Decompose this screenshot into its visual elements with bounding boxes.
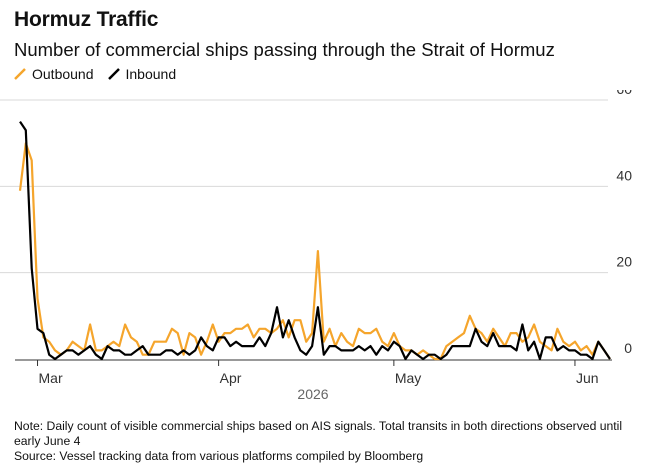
x-tick-label: Jun [576, 370, 599, 386]
line-chart: 0 20 40 60 Mar Apr May Jun 2026 [0, 90, 632, 402]
y-tick-label: 0 [624, 340, 632, 356]
y-tick-label: 60 [616, 90, 632, 97]
chart-title: Hormuz Traffic [14, 8, 159, 31]
footnotes: Note: Daily count of visible commercial … [14, 419, 644, 464]
chart-subtitle: Number of commercial ships passing throu… [14, 39, 555, 60]
legend-item-inbound: Inbound [107, 66, 177, 82]
y-axis-ticks: 0 20 40 60 [616, 90, 632, 356]
outbound-line-icon [14, 68, 26, 80]
x-tick-label: May [395, 370, 421, 386]
note-text: Note: Daily count of visible commercial … [14, 419, 623, 448]
legend-item-outbound: Outbound [14, 66, 94, 82]
x-axis-label: 2026 [297, 386, 328, 402]
inbound-line-icon [107, 68, 120, 80]
y-tick-label: 40 [616, 167, 632, 183]
series-lines [18, 120, 611, 361]
series-line-inbound [19, 120, 611, 361]
x-axis: Mar Apr May Jun [15, 359, 612, 386]
gridlines [0, 99, 608, 274]
legend-label-inbound: Inbound [125, 66, 177, 82]
legend: Outbound Inbound [14, 66, 190, 82]
series-line-outbound [18, 142, 611, 361]
legend-label-outbound: Outbound [32, 66, 94, 82]
x-tick-label: Mar [39, 370, 63, 386]
x-tick-label: Apr [220, 370, 242, 386]
source-text: Source: Vessel tracking data from variou… [14, 449, 424, 463]
y-tick-label: 20 [616, 254, 632, 270]
